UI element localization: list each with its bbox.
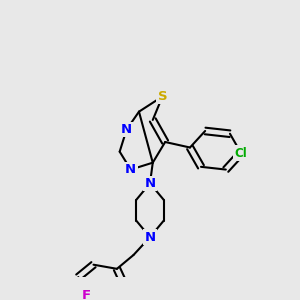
Text: N: N (144, 231, 156, 244)
Text: S: S (158, 90, 167, 103)
Text: F: F (82, 289, 91, 300)
Text: N: N (121, 123, 132, 136)
Text: N: N (125, 163, 136, 176)
Text: Cl: Cl (235, 146, 248, 160)
Text: N: N (144, 177, 156, 190)
